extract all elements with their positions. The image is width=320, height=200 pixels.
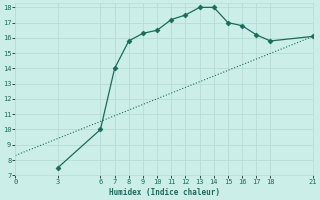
- X-axis label: Humidex (Indice chaleur): Humidex (Indice chaleur): [109, 188, 220, 197]
